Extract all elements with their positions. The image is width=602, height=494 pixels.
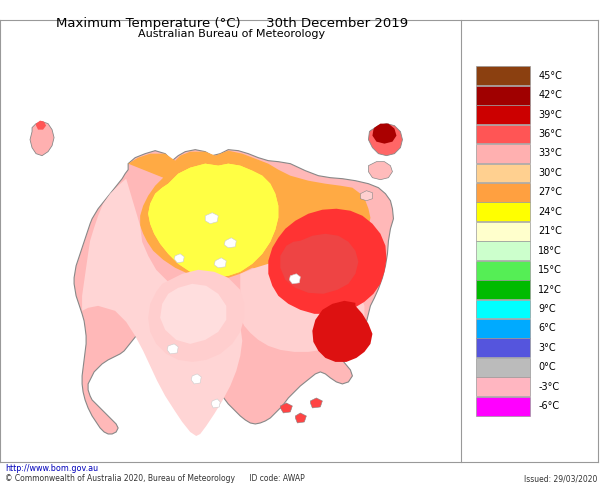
Bar [476,397,530,415]
Polygon shape [368,162,393,180]
Text: © Commonwealth of Australia 2020, Bureau of Meteorology      ID code: AWAP: © Commonwealth of Australia 2020, Bureau… [5,474,305,483]
Text: 3°C: 3°C [538,343,556,353]
Polygon shape [205,213,219,224]
Bar [476,164,530,182]
Polygon shape [211,399,220,408]
Polygon shape [311,398,323,408]
Polygon shape [225,238,236,248]
Text: 39°C: 39°C [538,110,562,120]
Bar [476,358,530,377]
Polygon shape [30,122,54,156]
Text: 45°C: 45°C [538,71,562,81]
Text: 6°C: 6°C [538,324,556,333]
Polygon shape [373,124,397,144]
Polygon shape [36,121,46,129]
Polygon shape [148,270,244,362]
Polygon shape [148,164,278,278]
Polygon shape [160,284,226,344]
Bar [476,105,530,124]
Text: -6°C: -6°C [538,401,559,411]
Text: 15°C: 15°C [538,265,562,275]
Text: 36°C: 36°C [538,129,562,139]
Polygon shape [82,179,242,436]
Bar [476,241,530,260]
Text: 0°C: 0°C [538,362,556,372]
Polygon shape [361,191,373,201]
Text: 21°C: 21°C [538,226,562,236]
Polygon shape [214,258,226,268]
Polygon shape [268,209,386,314]
Text: 33°C: 33°C [538,149,562,159]
Bar [476,86,530,105]
Polygon shape [238,264,364,352]
Bar [476,299,530,319]
Bar [476,319,530,338]
Polygon shape [296,413,306,423]
Polygon shape [191,374,201,384]
Polygon shape [312,301,373,362]
Text: Australian Bureau of Meteorology: Australian Bureau of Meteorology [138,29,325,39]
Bar [476,66,530,85]
Bar [476,261,530,280]
Polygon shape [174,254,184,263]
Bar [476,203,530,221]
Polygon shape [74,150,394,434]
Text: 18°C: 18°C [538,246,562,256]
Bar [476,124,530,143]
Text: 9°C: 9°C [538,304,556,314]
Polygon shape [281,403,293,413]
Text: 30°C: 30°C [538,168,562,178]
Text: Issued: 29/03/2020: Issued: 29/03/2020 [524,474,597,483]
Bar [476,280,530,299]
Bar [476,338,530,357]
Text: 24°C: 24°C [538,207,562,217]
Text: http://www.bom.gov.au: http://www.bom.gov.au [5,464,98,473]
Polygon shape [128,151,370,280]
Polygon shape [167,344,178,354]
Bar [476,183,530,202]
Bar [476,222,530,241]
Text: 42°C: 42°C [538,90,562,100]
Text: Maximum Temperature (°C)      30th December 2019: Maximum Temperature (°C) 30th December 2… [56,17,408,30]
Text: 12°C: 12°C [538,285,562,294]
Bar [476,144,530,163]
Polygon shape [281,234,358,294]
Polygon shape [148,164,278,278]
Bar [476,377,530,396]
Polygon shape [368,124,403,156]
Text: -3°C: -3°C [538,382,559,392]
Text: 27°C: 27°C [538,187,562,197]
Polygon shape [290,274,300,284]
